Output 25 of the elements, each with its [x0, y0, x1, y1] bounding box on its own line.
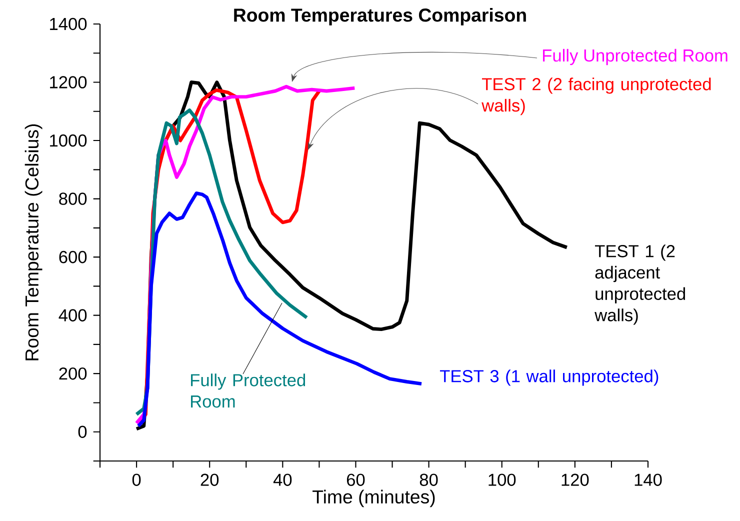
line-series — [136, 192, 424, 428]
x-tick-label: 60 — [346, 474, 365, 486]
y-tick-label: 1200 — [50, 76, 87, 88]
y-tick-label: 800 — [59, 192, 87, 205]
x-tick-label: 140 — [634, 474, 662, 486]
x-tick-label: 100 — [488, 474, 516, 486]
x-axis-title: Time (minutes) — [312, 490, 435, 508]
x-tick-label: 0 — [132, 474, 141, 486]
y-tick-label: 600 — [59, 250, 87, 264]
x-tick-label: 20 — [200, 474, 219, 486]
y-tick-label: 1000 — [50, 134, 87, 147]
text: TEST 2 (2 facing unprotected walls) — [482, 78, 711, 116]
y-tick-label: 200 — [59, 367, 87, 380]
chart-title: Room Temperatures Comparison — [234, 8, 526, 26]
text: Fully Protected Room — [191, 374, 306, 408]
x-tick-label: 120 — [562, 474, 589, 486]
series-label: TEST 1 (2 adjacent unprotected walls) — [594, 244, 686, 325]
x-tick-label: 80 — [420, 474, 438, 486]
y-tick-label: 0 — [78, 426, 87, 438]
text: Fully Unprotected Room — [543, 48, 728, 66]
y-axis-title: Room Temperature (Celsius) — [24, 124, 42, 360]
x-tick-label: 40 — [273, 474, 292, 486]
series-label: TEST 3 (1 wall unprotected) — [440, 370, 658, 386]
y-tick-label: 400 — [58, 309, 87, 322]
y-tick-label: 1400 — [50, 18, 87, 30]
